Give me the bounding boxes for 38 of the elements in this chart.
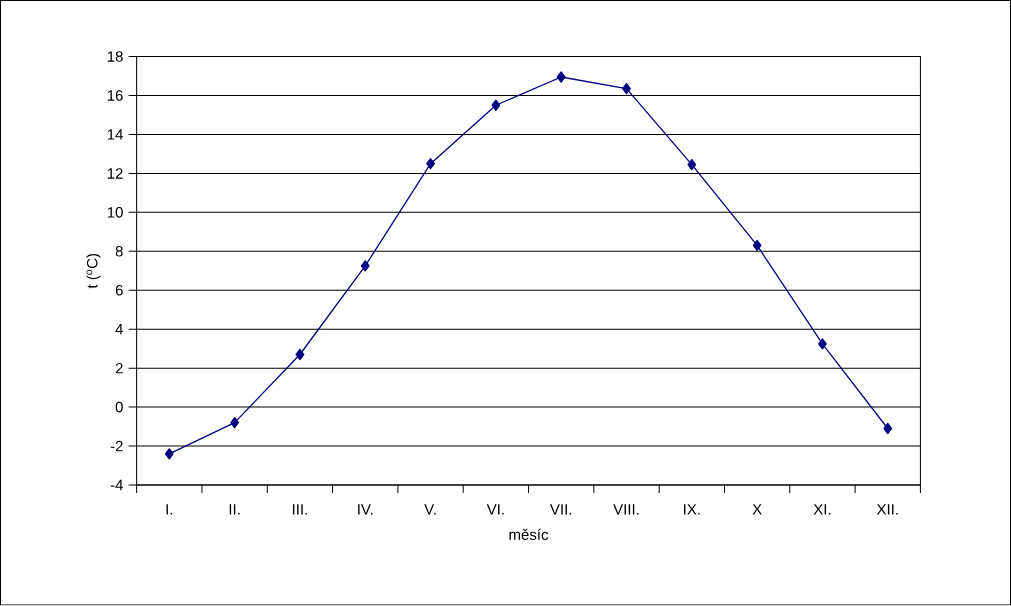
y-tick-label: -4 <box>110 480 123 491</box>
x-tick-label: IX. <box>684 504 700 515</box>
y-tick-label: 4 <box>115 324 123 335</box>
y-tick-label: 0 <box>115 401 123 413</box>
point <box>360 260 370 272</box>
x-tick-label: I. <box>166 504 173 515</box>
point <box>230 417 240 429</box>
point <box>752 239 762 252</box>
point <box>295 349 305 361</box>
y-axis-title: t ($^{o}$C) <box>86 254 101 289</box>
point <box>164 448 174 460</box>
point <box>818 338 827 350</box>
y-tick-label: 8 <box>115 246 123 257</box>
x-tick-label: IV. <box>358 504 373 515</box>
point <box>491 99 501 112</box>
point <box>556 71 566 83</box>
y-tick-label: 14 <box>107 129 123 140</box>
y-tick-label: 2 <box>115 363 123 374</box>
x-tick-label: XII. <box>876 504 898 515</box>
x-tick-label: II. <box>229 504 240 515</box>
point <box>622 83 631 95</box>
y-tick-label: 10 <box>107 207 123 218</box>
x-tick-label: VII. <box>549 504 572 515</box>
y-tick-label: -2 <box>110 440 123 452</box>
x-tick-label: VIII. <box>613 504 639 515</box>
x-tick-label: X <box>752 504 762 515</box>
x-tick-label: VI. <box>486 504 504 515</box>
y-tick-label: 6 <box>115 285 123 296</box>
x-tick-label: V. <box>424 504 436 515</box>
x-tick-label: III. <box>292 504 307 515</box>
point <box>426 158 435 170</box>
y-tick-label: 12 <box>107 168 123 179</box>
point <box>883 423 893 435</box>
point <box>687 159 697 171</box>
x-tick-label: XI. <box>813 504 831 515</box>
y-tick-label: 18 <box>107 51 123 63</box>
x-axis-title: měsíc <box>509 528 549 541</box>
y-tick-label: 16 <box>107 90 123 102</box>
